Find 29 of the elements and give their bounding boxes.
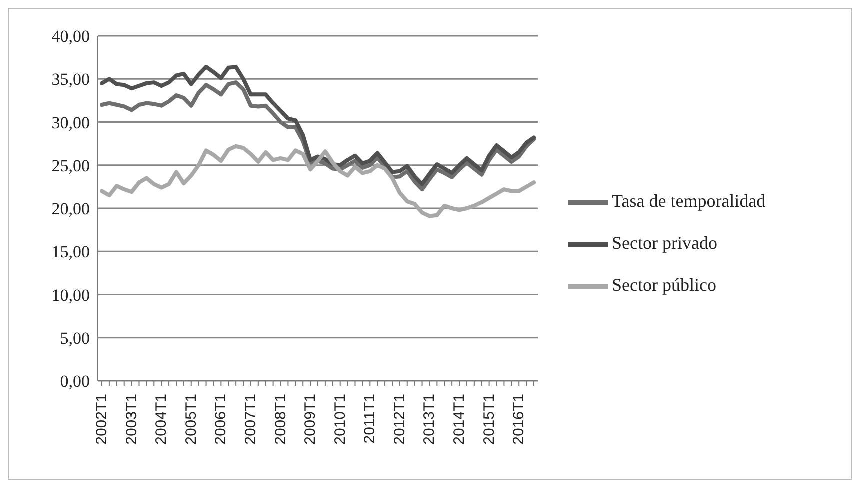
line-series (100, 144, 536, 218)
line-series (100, 65, 536, 186)
y-tick-label: 35,00 (52, 70, 90, 90)
y-tick-label: 5,00 (60, 328, 90, 348)
y-tick-label: 20,00 (52, 200, 90, 219)
legend-label: Sector privado (612, 233, 718, 254)
legend-label: Tasa de temporalidad (612, 191, 766, 212)
x-tick-label: 2007T1 (242, 394, 260, 445)
x-tick-label: 2016T1 (510, 394, 528, 445)
x-tick-label: 2004T1 (153, 394, 170, 445)
x-tick-label: 2006T1 (212, 394, 230, 445)
y-tick-label: 15,00 (52, 242, 90, 262)
y-tick-label: 40,00 (52, 27, 90, 46)
x-tick-label: 2014T1 (451, 394, 468, 445)
y-tick-label: 25,00 (52, 156, 90, 176)
x-tick-label: 2008T1 (272, 394, 290, 445)
x-tick-label: 2013T1 (421, 394, 438, 445)
x-tick-label: 2002T1 (94, 394, 110, 445)
x-tick-label: 2005T1 (182, 394, 200, 445)
x-tick-label: 2012T1 (391, 394, 408, 445)
legend-label: Sector público (612, 274, 716, 295)
x-tick-label: 2011T1 (362, 394, 379, 444)
y-tick-label: 0,00 (60, 372, 90, 392)
x-tick-label: 2009T1 (302, 394, 320, 445)
x-tick-label: 2003T1 (123, 394, 140, 445)
y-tick-label: 10,00 (52, 286, 90, 305)
x-tick-label: 2010T1 (332, 394, 349, 445)
x-tick-label: 2015T1 (480, 394, 498, 445)
y-tick-label: 30,00 (52, 113, 90, 132)
